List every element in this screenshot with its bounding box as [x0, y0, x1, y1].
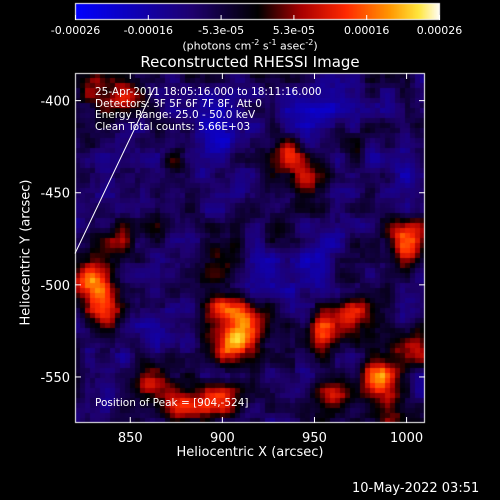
y-tick-label: -550	[40, 371, 70, 386]
y-tick-label: -500	[40, 279, 70, 294]
y-tick-label: -450	[40, 187, 70, 202]
colorbar-tick-label: -0.00016	[124, 24, 173, 37]
colorbar-ticks: -0.00026 -0.00016 -5.3e-05 5.3e-05 0.00016 0.…	[51, 15, 462, 37]
colorbar-tick-label: -0.00026	[51, 24, 100, 37]
x-tick-label: 900	[210, 431, 235, 446]
chart-title: Reconstructed RHESSI Image	[140, 53, 360, 71]
annotation-time: 25-Apr-2011 18:05:16.000 to 18:11:16.000	[95, 86, 322, 98]
x-axis-label: Heliocentric X (arcsec)	[176, 445, 324, 460]
solar-limb-line	[74, 87, 155, 254]
annotation-energy: Energy Range: 25.0 - 50.0 keV	[95, 109, 256, 121]
y-axis-label: Heliocentric Y (arcsec)	[18, 179, 34, 326]
x-tick-label: 950	[302, 431, 327, 446]
x-tick-label: 1000	[390, 431, 423, 446]
footer-timestamp: 10-May-2022 03:51	[352, 481, 480, 496]
axis-ticks: 850 900 950 1000 -550 -500 -450 -400	[40, 73, 425, 446]
colorbar-tick-label: 0.00016	[344, 24, 390, 37]
annotation-detectors: Detectors: 3F 5F 6F 7F 8F, Att 0	[95, 97, 262, 110]
colorbar-tick-label: -5.3e-05	[198, 24, 244, 37]
colorbar-unit-label: (photons cm-2 s-1 asec-2)	[182, 38, 318, 53]
colorbar-tick-label: 0.00026	[417, 24, 463, 37]
annotation-counts: Clean Total counts: 5.66E+03	[95, 120, 251, 133]
x-tick-label: 850	[118, 431, 143, 446]
colorbar-tick-label: 5.3e-05	[273, 24, 315, 37]
peak-position-label: Position of Peak = [904,-524]	[95, 397, 249, 409]
annotation-block: 25-Apr-2011 18:05:16.000 to 18:11:16.000…	[95, 86, 322, 133]
y-tick-label: -400	[40, 95, 70, 110]
